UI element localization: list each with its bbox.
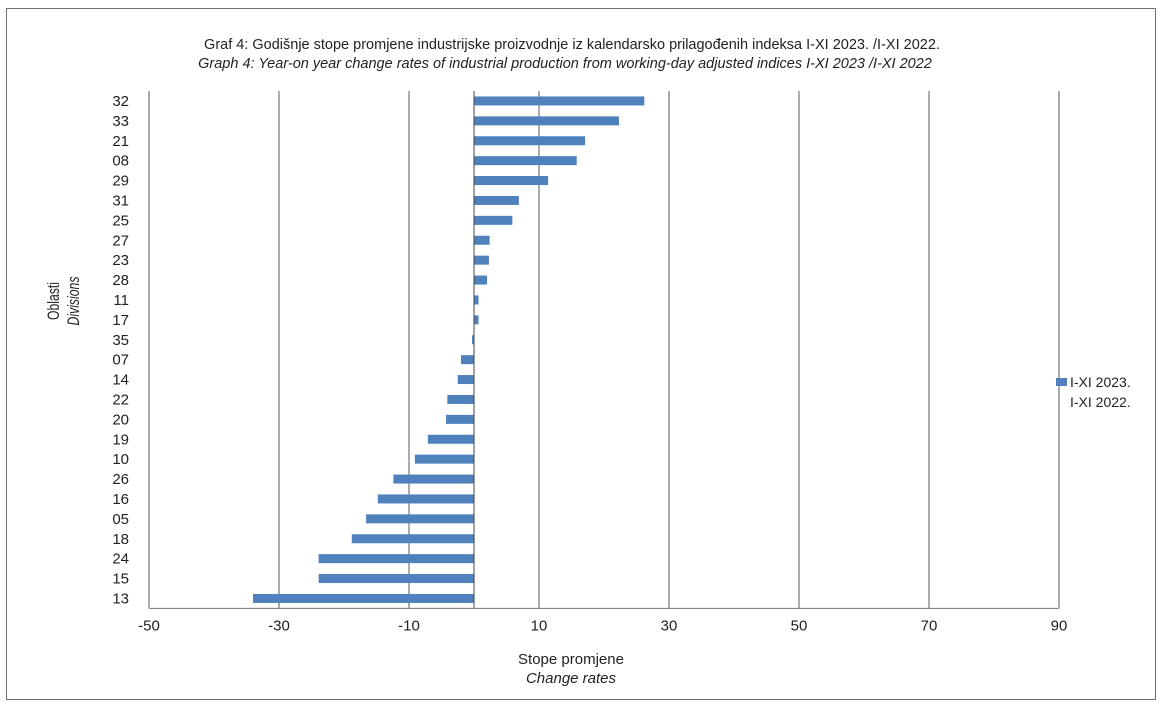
x-tick-70: 70 (921, 617, 938, 634)
category-label-25: 25 (112, 212, 129, 229)
x-tick-50: 50 (791, 617, 808, 634)
category-label-05: 05 (112, 511, 129, 528)
category-label-13: 13 (112, 590, 129, 607)
bar-35 (472, 335, 474, 345)
category-label-08: 08 (112, 153, 129, 170)
category-label-31: 31 (112, 192, 129, 209)
bar-29 (474, 176, 549, 186)
chart-frame: Graf 4: Godišnje stope promjene industri… (6, 8, 1156, 700)
category-label-14: 14 (112, 372, 129, 389)
x-axis-title: Stope promjene (518, 651, 624, 668)
bar-17 (474, 315, 479, 325)
bar-24 (318, 554, 474, 564)
category-label-10: 10 (112, 451, 129, 468)
bar-10 (414, 454, 474, 464)
bar-33 (474, 116, 619, 126)
x-tick--10: -10 (398, 617, 420, 634)
x-tick--30: -30 (268, 617, 290, 634)
category-label-21: 21 (112, 133, 129, 150)
category-label-27: 27 (112, 232, 129, 249)
x-tick-90: 90 (1051, 617, 1068, 634)
bar-11 (474, 295, 479, 305)
category-label-16: 16 (112, 491, 129, 508)
chart-subtitle: Graph 4: Year-on year change rates of in… (198, 56, 932, 72)
category-label-29: 29 (112, 173, 129, 190)
bar-14 (457, 375, 474, 385)
y-axis-title-en: Divisions (65, 276, 83, 325)
bar-27 (474, 235, 490, 245)
category-label-07: 07 (112, 352, 129, 369)
bar-19 (427, 434, 474, 444)
category-label-32: 32 (112, 93, 129, 110)
bar-21 (474, 136, 586, 146)
category-label-19: 19 (112, 431, 129, 448)
category-label-15: 15 (112, 571, 129, 588)
category-label-20: 20 (112, 411, 129, 428)
x-tick-30: 30 (661, 617, 678, 634)
bar-28 (474, 275, 487, 285)
bar-26 (393, 474, 474, 484)
category-label-11: 11 (113, 292, 129, 309)
category-label-22: 22 (112, 391, 129, 408)
x-axis-title-en: Change rates (526, 670, 617, 687)
category-label-33: 33 (112, 113, 129, 130)
category-label-28: 28 (112, 272, 129, 289)
x-tick--50: -50 (138, 617, 160, 634)
bar-31 (474, 195, 519, 205)
legend-swatch (1056, 378, 1067, 386)
bar-05 (366, 514, 474, 524)
category-label-26: 26 (112, 471, 129, 488)
bar-13 (253, 593, 474, 603)
category-label-24: 24 (112, 551, 129, 568)
category-label-17: 17 (112, 312, 129, 329)
bar-32 (474, 96, 645, 106)
category-label-35: 35 (112, 332, 129, 349)
category-labels: 32 33 21 08 29 31 25 27 23 28 11 17 35 07 14 22 20 19 10 26… (112, 93, 129, 608)
bars-group (253, 91, 645, 609)
x-tick-labels: -50 -30 -10 10 30 50 70 90 (138, 617, 1067, 634)
bar-18 (351, 534, 474, 544)
y-axis-title: Oblasti (45, 282, 63, 320)
category-label-23: 23 (112, 252, 129, 269)
bar-08 (474, 156, 577, 166)
chart-title: Graf 4: Godišnje stope promjene industri… (204, 37, 940, 53)
legend-entry-2: I-XI 2022. (1070, 394, 1131, 410)
bar-07 (461, 355, 474, 365)
bar-25 (474, 215, 513, 225)
bar-22 (447, 394, 474, 404)
bar-23 (474, 255, 489, 265)
bar-20 (446, 414, 474, 424)
bar-16 (377, 494, 474, 504)
gridlines (148, 91, 1060, 609)
bar-15 (318, 574, 474, 584)
category-label-18: 18 (112, 531, 129, 548)
bar-chart: Graf 4: Godišnje stope promjene industri… (45, 37, 1131, 687)
legend-entry-1: I-XI 2023. (1070, 374, 1131, 390)
x-tick-10: 10 (531, 617, 548, 634)
